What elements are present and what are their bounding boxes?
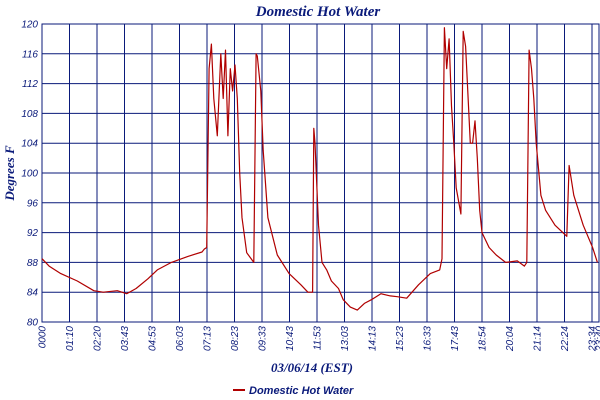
y-tick-labels: 80 84 88 92 96 100 104 108 112 116 120	[21, 20, 38, 329]
y-tick-label: 84	[27, 288, 39, 299]
y-tick-label: 96	[27, 198, 39, 209]
x-tick-label: 10:43	[285, 326, 296, 351]
y-tick-label: 88	[27, 258, 39, 269]
x-tick-label: 03:43	[120, 326, 131, 351]
x-tick-label: 02:20	[93, 326, 104, 351]
y-tick-label: 108	[21, 109, 38, 120]
x-tick-label: 23:40	[595, 326, 600, 352]
y-tick-label: 92	[27, 228, 39, 239]
x-tick-label: 22:24	[560, 326, 571, 352]
x-tick-label: 14:13	[368, 326, 379, 351]
x-tick-label: 0000	[38, 326, 49, 349]
x-tick-label: 04:53	[148, 326, 159, 351]
x-axis-label: 03/06/14 (EST)	[271, 360, 353, 375]
x-tick-label: 18:54	[478, 326, 489, 351]
y-gridlines	[42, 23, 599, 323]
series-line-0	[41, 27, 598, 311]
x-tick-label: 06:03	[175, 326, 186, 351]
x-tick-labels: 0000 01:10 02:20 03:43 04:53 06:03 07:13 08:23 0…	[38, 326, 600, 352]
y-tick-label: 100	[21, 169, 38, 180]
x-tick-label: 23:34	[588, 326, 599, 352]
y-tick-label: 112	[22, 79, 38, 90]
x-tick-label: 07:13	[203, 326, 214, 351]
chart-title: Domestic Hot Water	[255, 4, 381, 20]
x-tick-label: 08:23	[230, 326, 241, 351]
x-tick-label: 20:04	[505, 326, 516, 352]
y-tick-label: 104	[21, 139, 38, 150]
series-layer	[41, 27, 598, 311]
y-tick-label: 80	[27, 318, 39, 329]
x-tick-label: 13:03	[340, 326, 351, 351]
x-tick-label: 01:10	[65, 326, 76, 351]
x-tick-label: 11:53	[313, 326, 324, 351]
x-tick-label: 21:14	[533, 326, 544, 352]
y-axis-label: Degrees F	[2, 145, 17, 202]
x-tick-label: 09:33	[258, 326, 269, 351]
x-tick-label: 17:43	[450, 326, 461, 351]
x-tick-label: 15:23	[395, 326, 406, 351]
legend-label: Domestic Hot Water	[249, 385, 354, 397]
y-tick-label: 116	[22, 49, 38, 60]
y-tick-label: 120	[21, 20, 38, 31]
x-tick-label: 16:33	[423, 326, 434, 351]
